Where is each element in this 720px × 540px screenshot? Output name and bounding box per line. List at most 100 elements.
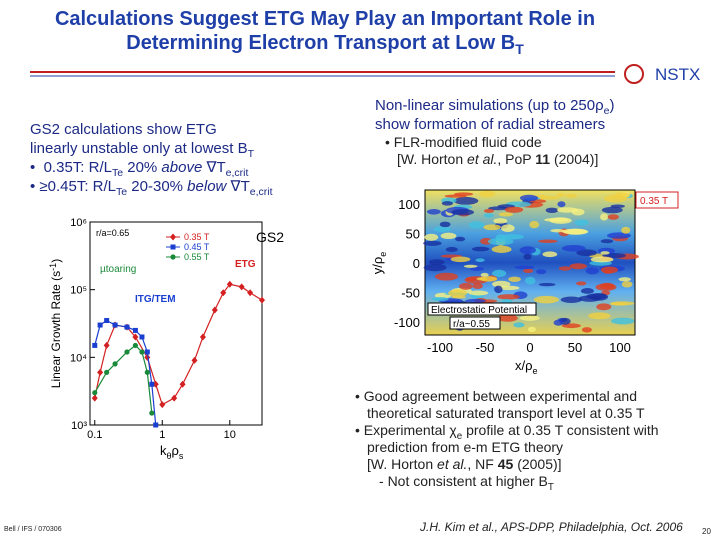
- marker: [191, 356, 198, 364]
- streamer: [475, 258, 485, 262]
- marker: [179, 380, 186, 388]
- bottom-bullets: • Good agreement between experimental an…: [355, 388, 700, 493]
- streamer: [544, 217, 570, 222]
- streamer: [540, 195, 560, 200]
- text: below: [187, 178, 227, 195]
- legend-box: [449, 316, 501, 330]
- streamer: [621, 281, 633, 288]
- streamer: [494, 285, 503, 294]
- legend-marker: [170, 254, 176, 260]
- bullet: • FLR-modified fluid code: [385, 134, 542, 150]
- y-tick-label: 0: [413, 256, 420, 271]
- text: profile at 0.35 T consistent with predic…: [367, 422, 659, 455]
- x-label-part: e: [533, 366, 538, 376]
- y-label-part: -1: [48, 263, 58, 271]
- text: et al.: [437, 456, 468, 472]
- text: (2005)]: [513, 456, 562, 472]
- sub: e,crit: [249, 186, 273, 198]
- streamer: [569, 263, 587, 270]
- text: ∇T: [202, 159, 226, 176]
- streamer: [519, 246, 537, 255]
- streamer: [564, 194, 578, 198]
- streamer: [492, 269, 507, 278]
- streamer: [602, 253, 626, 259]
- streamer: [513, 322, 525, 328]
- marker: [103, 341, 110, 349]
- streamer: [600, 266, 619, 274]
- streamer: [614, 192, 630, 198]
- marker: [112, 361, 118, 367]
- streamer: [501, 234, 525, 240]
- streamer: [588, 312, 611, 320]
- text: 20-30%: [127, 178, 188, 195]
- tag-box: [635, 191, 679, 209]
- legend-label: 0.35 T: [184, 232, 210, 242]
- y-tick-label: -50: [401, 286, 420, 301]
- marker: [139, 349, 145, 355]
- y-tick-label: 10⁵: [70, 285, 87, 297]
- text: Experimental: [363, 422, 450, 438]
- streamer: [448, 289, 467, 298]
- streamer: [558, 266, 572, 271]
- marker: [92, 390, 98, 396]
- y-tick-label: 10⁶: [70, 217, 87, 229]
- streamer: [479, 190, 496, 198]
- streamer: [480, 272, 489, 278]
- streamer: [585, 267, 600, 275]
- bullet: • Experimental χe profile at 0.35 T cons…: [355, 422, 659, 472]
- text-line: linearly unstable only at lowest BT: [30, 139, 350, 159]
- annotation: r/a=0.65: [96, 228, 129, 238]
- text: [W. Horton: [397, 151, 468, 167]
- y-tick-label: 50: [406, 227, 420, 242]
- y-tick-label: -100: [394, 315, 420, 330]
- field-tag: 0.35 T: [640, 196, 668, 207]
- text: 20%: [123, 159, 162, 176]
- bullet: • Good agreement between experimental an…: [355, 388, 645, 421]
- contour-radius: r/a~0.55: [453, 319, 490, 330]
- streamer: [600, 239, 614, 244]
- x-axis-label: kθρs: [160, 443, 184, 461]
- streamer: [428, 259, 445, 265]
- marker: [112, 322, 118, 328]
- left-text: GS2 calculations show ETG linearly unsta…: [30, 120, 350, 198]
- streamer: [434, 272, 459, 281]
- streamer: [468, 290, 489, 296]
- marker: [199, 333, 206, 341]
- y-axis-label: y/ρe: [370, 252, 388, 275]
- streamer: [483, 208, 495, 213]
- marker: [259, 296, 265, 304]
- text: 45: [497, 456, 514, 472]
- marker: [226, 280, 233, 288]
- text: χ: [449, 422, 457, 438]
- marker: [171, 394, 178, 402]
- streamer: [514, 265, 535, 270]
- streamer: [501, 224, 515, 233]
- sub: e: [603, 105, 610, 117]
- x-tick-label: -50: [476, 340, 495, 355]
- streamer: [538, 239, 558, 244]
- x-tick-label: 1: [159, 429, 165, 441]
- x-tick-label: 100: [609, 340, 631, 355]
- streamer: [581, 327, 592, 333]
- streamer: [493, 218, 508, 224]
- streamer: [524, 276, 536, 285]
- marker: [132, 342, 139, 349]
- marker: [238, 283, 245, 291]
- text-line: GS2 calculations show ETG: [30, 121, 217, 138]
- streamer: [600, 213, 609, 221]
- streamer: [600, 251, 610, 255]
- text: (2004)]: [550, 151, 599, 167]
- logo: NSTX: [655, 65, 700, 84]
- streamer: [476, 277, 488, 281]
- marker: [132, 327, 138, 333]
- text: above: [161, 159, 203, 176]
- bullet: • ≥0.45T: R/LTe 20-30% below ∇Te,crit: [30, 178, 273, 198]
- streamer: [601, 206, 623, 214]
- marker: [139, 334, 145, 340]
- text: Good agreement between experimental and …: [363, 388, 645, 421]
- streamer: [459, 282, 473, 290]
- marker: [132, 333, 139, 341]
- streamer: [472, 283, 483, 289]
- sub: T: [547, 481, 554, 493]
- marker: [211, 306, 218, 314]
